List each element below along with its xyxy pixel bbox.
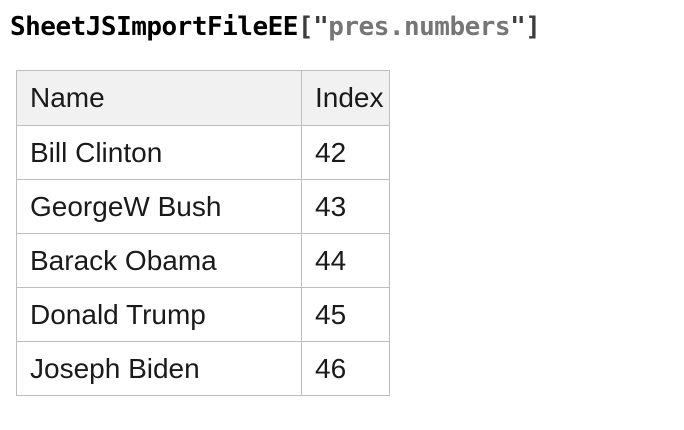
column-header-index: Index xyxy=(301,70,390,126)
table-body: Bill Clinton 42 GeorgeW Bush 43 Barack O… xyxy=(16,125,390,396)
cell-name: Joseph Biden xyxy=(16,341,302,396)
presidents-table: Name Index Bill Clinton 42 GeorgeW Bush … xyxy=(16,70,390,396)
title-open-punctuation: [" xyxy=(297,12,329,42)
cell-name: Barack Obama xyxy=(16,233,302,288)
table-header: Name Index xyxy=(16,70,390,126)
table-row: Joseph Biden 46 xyxy=(16,341,390,396)
table-row: Donald Trump 45 xyxy=(16,287,390,342)
cell-index: 46 xyxy=(301,341,390,396)
title-function-name: SheetJSImportFileEE xyxy=(10,12,298,42)
table-row: Bill Clinton 42 xyxy=(16,125,390,180)
table-row: Barack Obama 44 xyxy=(16,233,390,288)
title-file-name: pres.numbers xyxy=(328,12,511,42)
cell-index: 45 xyxy=(301,287,390,342)
cell-index: 44 xyxy=(301,233,390,288)
title-close-punctuation: "] xyxy=(510,12,541,42)
table-row: GeorgeW Bush 43 xyxy=(16,179,390,234)
table-header-row: Name Index xyxy=(16,70,390,126)
page-title: SheetJSImportFileEE["pres.numbers"] xyxy=(10,10,684,44)
cell-index: 42 xyxy=(301,125,390,180)
cell-name: Bill Clinton xyxy=(16,125,302,180)
cell-name: Donald Trump xyxy=(16,287,302,342)
column-header-name: Name xyxy=(16,70,302,126)
cell-name: GeorgeW Bush xyxy=(16,179,302,234)
cell-index: 43 xyxy=(301,179,390,234)
